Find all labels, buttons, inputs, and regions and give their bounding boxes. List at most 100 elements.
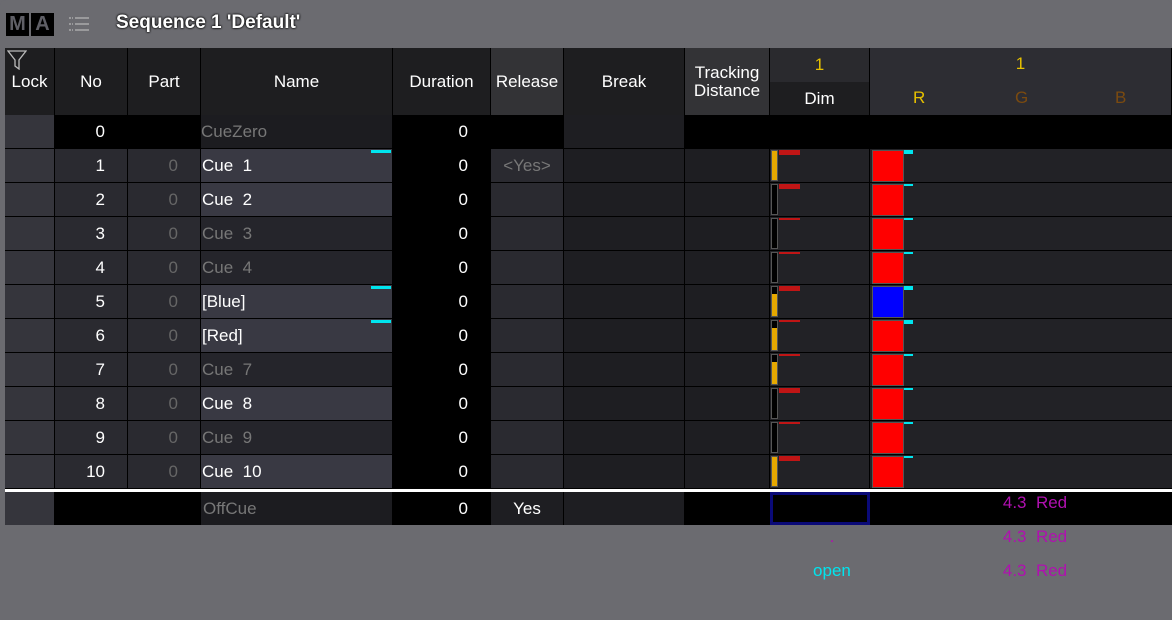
tracking-cell[interactable] (685, 421, 770, 454)
release-cell[interactable]: Yes (491, 492, 564, 525)
break-cell[interactable] (564, 251, 685, 284)
tracking-cell[interactable] (685, 319, 770, 352)
duration-cell[interactable]: 0 (393, 251, 491, 284)
break-cell[interactable] (564, 149, 685, 182)
lock-cell[interactable] (5, 492, 55, 525)
dim-cell[interactable]: 75 (770, 353, 870, 478)
part-cell[interactable]: 0 (128, 319, 201, 352)
cue-row[interactable]: 3 0 Cue 3 0 . 4.3 Red (5, 217, 1172, 342)
release-cell[interactable] (491, 285, 564, 318)
duration-cell[interactable]: 0 (393, 217, 491, 250)
part-cell[interactable]: 0 (128, 217, 201, 250)
cue-row[interactable]: 9 0 Cue 9 0 . 4.3 Red (5, 421, 1172, 546)
lock-cell[interactable] (5, 421, 55, 454)
break-cell[interactable] (564, 353, 685, 386)
release-cell[interactable] (491, 217, 564, 250)
header-dim[interactable]: Dim (770, 82, 870, 115)
rgb-cell[interactable]: 4.3 Red (870, 183, 1172, 308)
header-duration[interactable]: Duration (393, 48, 491, 115)
lock-cell[interactable] (5, 183, 55, 216)
dim-cell[interactable]: . (770, 421, 870, 546)
lock-cell[interactable] (5, 217, 55, 250)
no-cell[interactable]: 9 (55, 421, 128, 454)
duration-cell[interactable]: 0 (393, 115, 491, 148)
part-cell[interactable]: 0 (128, 251, 201, 284)
break-cell[interactable] (564, 183, 685, 216)
header-tracking-distance[interactable]: Tracking Distance (685, 48, 770, 115)
part-cell[interactable]: 0 (128, 387, 201, 420)
name-cell[interactable]: Cue 3 (201, 217, 393, 250)
dim-cell[interactable]: 75 (770, 285, 870, 410)
release-cell[interactable] (491, 183, 564, 216)
rgb-cell[interactable]: 4.3 Red (870, 251, 1172, 376)
no-cell[interactable]: 6 (55, 319, 128, 352)
no-cell[interactable]: 2 (55, 183, 128, 216)
dim-cell[interactable]: closed (770, 387, 870, 512)
break-cell[interactable] (564, 285, 685, 318)
lock-cell[interactable] (5, 149, 55, 182)
dim-cell[interactable]: . (770, 251, 870, 376)
duration-cell[interactable]: 0 (393, 455, 491, 488)
cue-row[interactable]: 7 0 Cue 7 0 75 4.3 Red (5, 353, 1172, 478)
break-cell[interactable] (564, 455, 685, 488)
duration-cell[interactable]: 0 (393, 387, 491, 420)
cue-zero-row[interactable]: 0 CueZero 0 (5, 115, 1172, 149)
cue-row[interactable]: 5 0 [Blue] 0 75 4.4 Blue (5, 285, 1172, 410)
break-cell[interactable] (564, 319, 685, 352)
lock-cell[interactable] (5, 455, 55, 488)
rgb-cell[interactable]: 4.3 Red (870, 421, 1172, 546)
header-release[interactable]: Release (491, 48, 564, 115)
release-cell[interactable] (491, 353, 564, 386)
rgb-cell[interactable]: 4.3 Red (870, 217, 1172, 342)
duration-cell[interactable]: 0 (393, 319, 491, 352)
no-cell[interactable]: 8 (55, 387, 128, 420)
break-cell[interactable] (564, 387, 685, 420)
cue-row[interactable]: 6 0 [Red] 0 75 4.3 Red (5, 319, 1172, 444)
duration-cell[interactable]: 0 (393, 492, 491, 525)
no-cell[interactable]: 0 (55, 115, 128, 148)
cue-row[interactable]: 1 0 Cue 1 0 <Yes> open 4.3 Red (5, 149, 1172, 274)
dim-cell[interactable]: closed (770, 183, 870, 308)
no-cell[interactable]: 1 (55, 149, 128, 182)
duration-cell[interactable]: 0 (393, 353, 491, 386)
duration-cell[interactable]: 0 (393, 149, 491, 182)
rgb-cell[interactable]: 4.3 Red (870, 149, 1172, 274)
break-cell[interactable] (564, 115, 685, 148)
tracking-cell[interactable] (685, 217, 770, 250)
tracking-cell[interactable] (685, 251, 770, 284)
release-cell[interactable] (491, 455, 564, 488)
cue-row[interactable]: 4 0 Cue 4 0 . 4.3 Red (5, 251, 1172, 376)
name-cell[interactable]: Cue 10 (201, 455, 393, 488)
rgb-cell[interactable]: 4.3 Red (870, 455, 1172, 580)
tracking-cell[interactable] (685, 455, 770, 488)
name-cell[interactable]: CueZero (201, 115, 393, 148)
dim-cell[interactable]: open (770, 149, 870, 274)
break-cell[interactable] (564, 217, 685, 250)
part-cell[interactable]: 0 (128, 285, 201, 318)
name-cell[interactable]: Cue 7 (201, 353, 393, 386)
part-cell[interactable] (128, 115, 201, 148)
tracking-cell[interactable] (685, 285, 770, 318)
name-cell[interactable]: OffCue (201, 492, 393, 525)
tracking-cell[interactable] (685, 149, 770, 182)
lock-cell[interactable] (5, 387, 55, 420)
name-cell[interactable]: Cue 8 (201, 387, 393, 420)
lock-cell[interactable] (5, 115, 55, 148)
dim-cell[interactable]: 75 (770, 319, 870, 444)
no-cell[interactable]: 3 (55, 217, 128, 250)
no-cell[interactable]: 5 (55, 285, 128, 318)
lock-cell[interactable] (5, 353, 55, 386)
part-cell[interactable]: 0 (128, 183, 201, 216)
release-cell[interactable] (491, 115, 564, 148)
header-rgb[interactable]: 1 R G B (870, 48, 1172, 115)
lock-cell[interactable] (5, 285, 55, 318)
name-cell[interactable]: Cue 2 (201, 183, 393, 216)
off-cue-row[interactable]: OffCue 0 Yes (5, 492, 1172, 525)
header-break[interactable]: Break (564, 48, 685, 115)
part-cell[interactable]: 0 (128, 421, 201, 454)
duration-cell[interactable]: 0 (393, 183, 491, 216)
name-cell[interactable]: Cue 9 (201, 421, 393, 454)
cue-row[interactable]: 2 0 Cue 2 0 closed 4.3 Red (5, 183, 1172, 308)
duration-cell[interactable]: 0 (393, 285, 491, 318)
dim-cell-selected[interactable] (770, 492, 870, 525)
